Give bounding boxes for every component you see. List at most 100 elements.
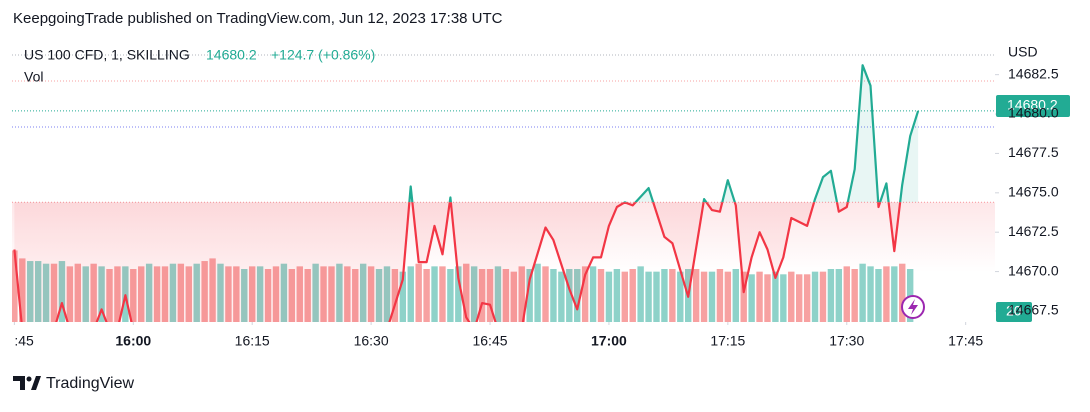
volume-bar [201,261,208,322]
volume-bar [225,266,232,322]
tradingview-logo [13,376,41,390]
volume-bars [12,250,914,322]
volume-bar [899,263,906,322]
volume-bar [883,266,890,322]
volume-bar [875,269,882,322]
volume-bar [637,266,644,322]
x-tick-label: 16:45 [472,333,507,349]
volume-bar [34,261,42,322]
baseline-band [12,202,995,273]
volume-bar [352,269,359,322]
volume-bar [708,271,716,322]
volume-bar [669,269,676,322]
volume-bar [558,271,565,322]
volume-bar [795,274,803,322]
volume-bar [439,266,446,322]
volume-bar [470,266,478,322]
volume-bar [90,263,97,322]
volume-bar [788,271,795,322]
volume-bar [288,269,296,322]
x-tick-label: 17:15 [710,333,745,349]
volume-bar [463,263,470,322]
volume-box [996,302,1032,322]
volume-bar [510,271,518,322]
volume-bar [732,269,739,322]
y-tick-label: 14675.0 [1008,184,1059,200]
volume-bar [98,266,105,322]
volume-bar [835,269,843,322]
line-up [408,64,920,203]
volume-bar [431,266,438,322]
volume-bar [423,269,430,322]
volume-bar [819,271,827,322]
volume-bar [209,258,216,322]
volume-bar [193,263,200,322]
volume-bar [249,266,256,322]
volume-bar [550,269,557,322]
volume-bar [574,269,581,322]
volume-bar [217,263,224,322]
volume-bar [177,263,185,322]
volume-bar [494,266,502,322]
volume-bar [716,269,724,322]
price: 14680.2 [206,47,257,63]
volume-bar [82,266,89,322]
volume-bar [312,263,319,322]
volume-bar [700,271,708,322]
symbol: US 100 CFD, 1, SKILLING [24,47,190,63]
volume-bar [661,269,668,322]
volume-bar [399,271,407,322]
volume-bar [891,266,898,322]
volume-bar [653,271,660,322]
volume-bar [19,258,26,322]
volume-bar [296,266,303,322]
volume-bar [375,269,383,322]
x-tick-label: 16:00 [115,333,151,349]
volume-box-label: 20 [1006,303,1022,319]
volume-bar [185,266,192,322]
currency: USD [1008,44,1038,60]
volume-bar [42,263,50,322]
plot-layer [12,64,999,325]
change: +124.7 (+0.86%) [271,47,375,63]
volume-bar [867,266,874,322]
volume-bar [153,266,161,322]
volume-bar [58,261,66,322]
volume-bar [605,271,613,322]
footer-brand: TradingView [46,375,134,392]
volume-bar [27,261,34,322]
volume-bar [12,250,18,322]
volume-bar [383,266,391,322]
volume-bar [542,266,549,322]
volume-bar [724,271,732,322]
volume-bar [367,266,375,322]
axis-mask [1004,60,1064,82]
volume-bar [756,271,763,322]
volume-bar [478,269,486,322]
volume-bar [407,266,414,322]
x-tick-label: 16:15 [235,333,270,349]
y-tick-label: 14667.5 [1008,302,1059,318]
area-up [14,65,919,203]
volume-bar [415,263,422,322]
volume-bar [748,274,755,322]
volume-bar [233,266,240,322]
volume-bar [526,269,533,322]
volume-bar [455,266,462,322]
volume-bar [677,271,684,322]
volume-bar [130,269,137,322]
volume-bar [827,269,835,322]
volume-bar [241,269,248,322]
volume-bar [589,266,597,322]
volume-bar [272,266,280,322]
volume-bar [772,271,779,322]
volume-bar [138,266,145,322]
volume-bar [613,269,621,322]
x-tick-label: 17:30 [829,333,864,349]
x-tick-label: :45 [14,333,34,349]
volume-bar [692,269,700,322]
volume-bar [859,263,866,322]
x-tick-label: 17:45 [948,333,983,349]
x-tick-label: 16:30 [354,333,389,349]
